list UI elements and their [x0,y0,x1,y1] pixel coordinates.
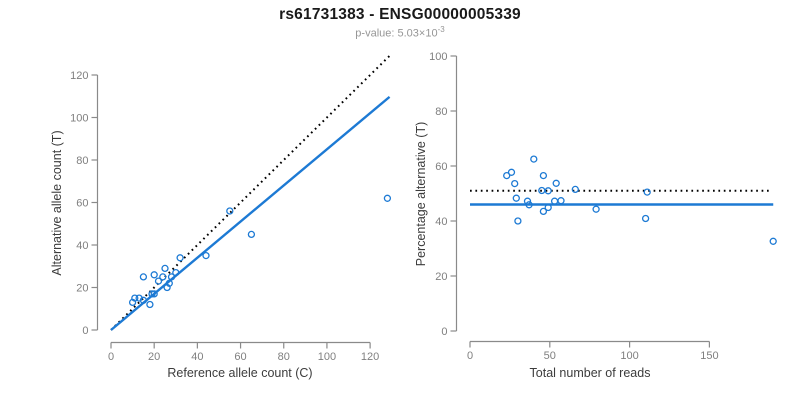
data-point [641,214,650,223]
data-point [544,203,552,212]
y-tick-label: 60 [435,161,447,173]
p-value-text: p-value: 5.03×10 [355,27,438,40]
x-tick-label: 50 [544,350,556,362]
data-point [159,273,167,281]
left-yaxis-label: Alternative allele count (T) [50,130,64,276]
left-xaxis-label: Reference allele count (C) [167,366,313,380]
data-point [150,271,158,279]
data-point [507,168,516,176]
data-point [383,194,392,202]
y-tick-label: 80 [76,155,88,167]
y-tick-label: 0 [82,325,88,337]
y-tick-label: 40 [435,216,447,228]
y-tick-label: 20 [76,282,88,294]
data-point [165,279,173,287]
x-tick-label: 100 [318,351,336,363]
data-point [176,254,184,262]
right-yaxis-label: Percentage alternative (T) [414,121,428,267]
y-tick-label: 40 [76,240,88,252]
data-point [503,171,511,180]
data-point [511,179,519,188]
allele-counts-plot: 0 20 40 60 80 100 120 0 20 40 60 80 100 120 [70,55,392,363]
right-xaxis-label: Total number of reads [529,366,651,380]
data-point [247,230,256,239]
fit-line [110,95,391,331]
data-point [544,187,552,195]
x-tick-label: 80 [278,351,290,363]
data-point [512,194,520,202]
data-point [131,294,139,302]
data-point [154,277,163,285]
data-point [592,205,600,213]
data-point [202,251,210,260]
x-tick-label: 40 [191,351,203,363]
y-tick-label: 0 [441,326,447,338]
data-point [571,185,579,194]
data-point [139,273,148,281]
x-tick-label: 100 [620,350,638,362]
y-tick-label: 80 [435,106,447,118]
data-point [514,217,522,225]
data-point [139,296,148,304]
plot-title: rs61731383 - ENSG00000005339 [279,6,521,23]
plot-subtitle: p-value: 5.03×10-3 [0,25,800,40]
data-point [552,179,560,187]
x-tick-label: 120 [361,351,379,363]
y-tick-label: 20 [435,271,447,283]
x-tick-label: 150 [700,350,718,362]
y-tick-label: 100 [70,112,88,124]
data-point [523,197,532,205]
x-tick-label: 0 [108,351,114,363]
data-point [539,171,548,180]
data-point [167,273,176,281]
identity-line [110,55,391,331]
data-point [643,188,651,196]
data-point [148,290,156,298]
x-tick-label: 0 [467,350,473,362]
p-value-exponent: -3 [437,25,445,34]
data-point [525,201,533,209]
y-tick-label: 100 [429,51,447,63]
x-tick-label: 60 [234,351,246,363]
data-point [161,264,169,273]
percentage-by-coverage-plot: 0 20 40 60 80 100 0 50 100 150 [429,51,777,362]
data-point [172,268,180,277]
data-point [150,290,158,298]
data-point [530,155,538,163]
y-tick-label: 60 [76,197,88,209]
data-point [557,197,565,205]
x-tick-label: 20 [148,351,160,363]
data-point [226,207,234,215]
data-point [769,237,777,245]
data-point [539,207,548,216]
data-point [146,300,154,309]
y-tick-label: 120 [70,70,88,82]
